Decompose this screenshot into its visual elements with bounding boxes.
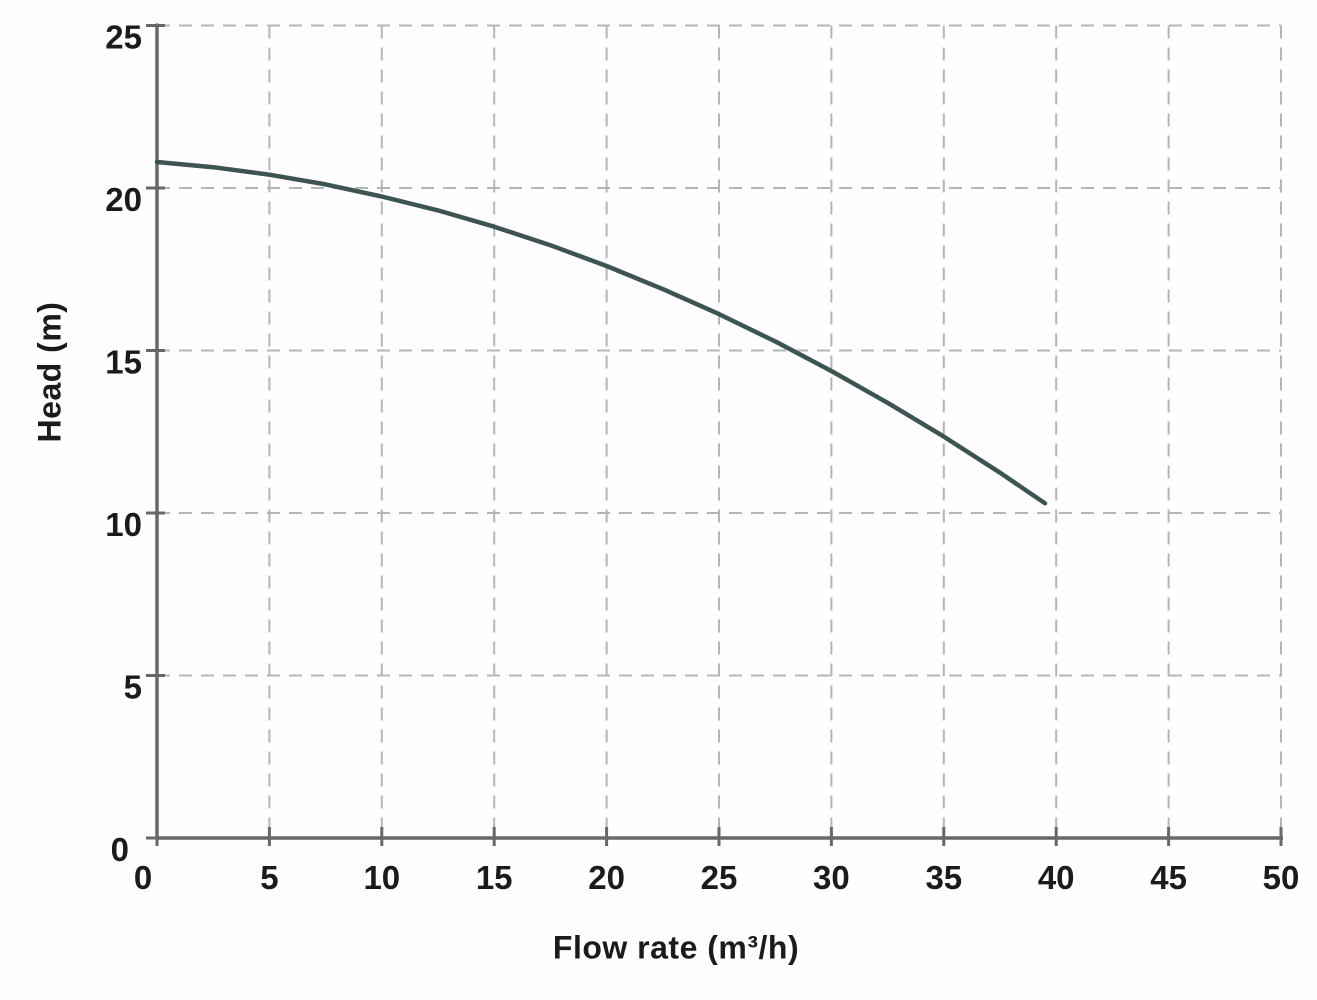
x-tick-label: 10 — [363, 859, 400, 896]
y-tick-label: 20 — [105, 181, 142, 218]
y-tick-label: 25 — [105, 19, 142, 56]
y-tick-label: 15 — [105, 344, 142, 381]
y-tick-label: 5 — [124, 669, 142, 706]
x-tick-label: 45 — [1150, 859, 1187, 896]
x-tick-label: 25 — [701, 859, 738, 896]
x-tick-label: 40 — [1038, 859, 1075, 896]
x-tick-label: 30 — [813, 859, 850, 896]
y-tick-label: 10 — [105, 506, 142, 543]
y-axis-title: Head (m) — [31, 301, 68, 443]
x-tick-label: 15 — [476, 859, 513, 896]
pump-head-curve — [154, 159, 1048, 506]
x-tick-label: 5 — [260, 859, 278, 896]
x-tick-label: 35 — [925, 859, 962, 896]
x-tick-label: 20 — [588, 859, 625, 896]
y-tick-label: 0 — [111, 831, 129, 868]
x-tick-label: 50 — [1263, 859, 1300, 896]
x-axis-title: Flow rate (m³/h) — [552, 929, 800, 966]
x-tick-label: 0 — [134, 859, 152, 896]
